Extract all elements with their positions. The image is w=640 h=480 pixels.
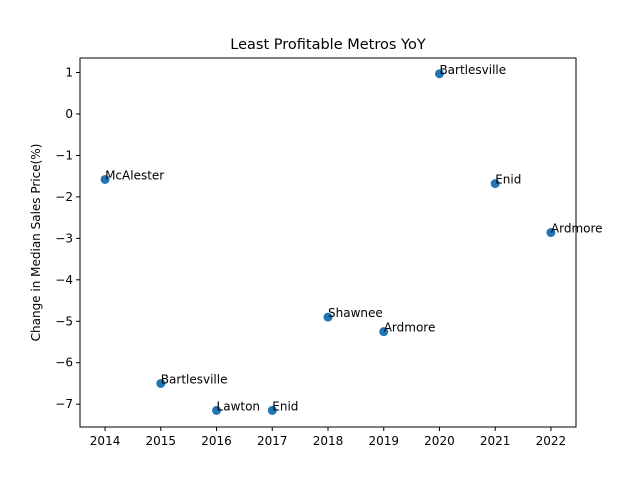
point-label: Enid	[272, 399, 298, 413]
point-label: Ardmore	[551, 222, 603, 236]
point-label: Ardmore	[384, 321, 436, 335]
x-axis: 2014 2015 2016 2017 2018 2019 2020 2021 2022	[90, 427, 566, 448]
y-tick-label: −1	[55, 148, 73, 162]
x-tick-label: 2017	[257, 434, 288, 448]
x-tick-label: 2016	[201, 434, 232, 448]
data-point	[434, 69, 444, 79]
data-point	[546, 228, 556, 238]
plot-area	[79, 57, 577, 428]
point-label: Shawnee	[328, 306, 383, 320]
y-axis: −7 −6 −5 −4 −3 −2 −1 0 1	[55, 66, 80, 411]
x-tick-label: 2014	[90, 434, 121, 448]
y-tick-label: −7	[55, 397, 73, 411]
y-tick-label: −3	[55, 231, 73, 245]
x-tick-label: 2021	[480, 434, 511, 448]
y-tick-label: −6	[55, 356, 73, 370]
point-label: Lawton	[217, 399, 261, 413]
point-label: Enid	[495, 173, 521, 187]
data-point	[490, 179, 500, 189]
point-label: Bartlesville	[161, 372, 228, 386]
y-tick-label: 1	[65, 66, 73, 80]
data-point	[379, 327, 389, 337]
x-tick-label: 2018	[313, 434, 344, 448]
y-tick-label: −2	[55, 190, 73, 204]
y-tick-label: −5	[55, 314, 73, 328]
point-label: McAlester	[105, 168, 164, 182]
point-label: Bartlesville	[439, 63, 506, 77]
data-point	[100, 174, 110, 184]
data-point	[267, 405, 277, 415]
chart-title: Least Profitable Metros YoY	[230, 37, 426, 53]
y-tick-label: 0	[65, 107, 73, 121]
data-point	[212, 405, 222, 415]
x-tick-label: 2015	[146, 434, 177, 448]
x-tick-label: 2020	[424, 434, 455, 448]
data-points	[100, 69, 556, 415]
x-tick-label: 2022	[536, 434, 567, 448]
data-point	[156, 378, 166, 388]
x-tick-label: 2019	[368, 434, 399, 448]
y-tick-label: −4	[55, 273, 73, 287]
y-axis-label: Change in Median Sales Price(%)	[29, 144, 43, 342]
data-point	[323, 312, 333, 322]
